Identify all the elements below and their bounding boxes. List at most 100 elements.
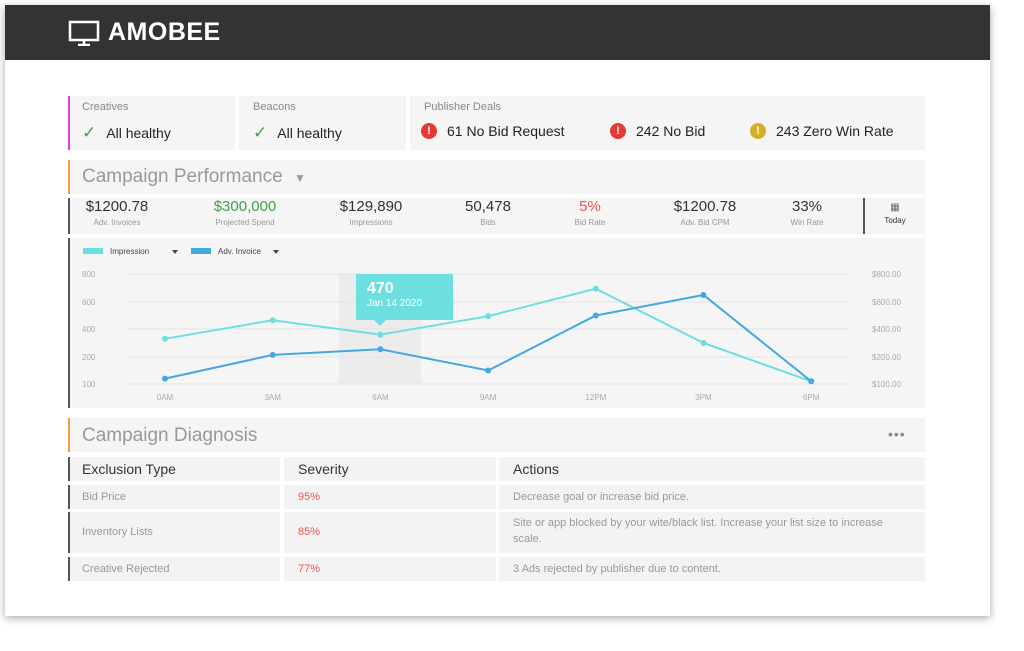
table-row xyxy=(499,557,925,581)
table-row xyxy=(284,557,496,581)
x-tick: 12PM xyxy=(585,393,606,402)
x-tick: 3AM xyxy=(264,393,281,402)
y-tick-left: 600 xyxy=(82,298,96,307)
creatives-value: All healthy xyxy=(106,125,171,141)
alert-icon: ! xyxy=(421,123,437,139)
chart-tooltip: 470 Jan 14 2020 xyxy=(356,274,453,326)
alert-no-bid-request[interactable]: ! 61 No Bid Request xyxy=(421,123,565,139)
kpi-bids: 50,478 Bids xyxy=(465,198,511,227)
monitor-icon xyxy=(68,20,100,46)
diagnosis-header xyxy=(68,418,925,452)
data-point xyxy=(377,346,384,353)
table-cell: Decrease goal or increase bid price. xyxy=(513,491,690,503)
check-icon: ✓ xyxy=(253,123,268,142)
table-cell: 3 Ads rejected by publisher due to conte… xyxy=(513,563,721,575)
performance-header xyxy=(68,160,925,194)
chevron-down-icon: ▼ xyxy=(293,171,306,185)
date-range-button[interactable]: ▦ Today xyxy=(863,198,925,234)
calendar-icon: ▦ xyxy=(890,202,900,213)
alert-text: 243 Zero Win Rate xyxy=(776,123,894,139)
column-header[interactable] xyxy=(499,457,925,481)
data-point xyxy=(700,292,707,298)
y-tick-right: $800.00 xyxy=(872,270,901,279)
column-header[interactable] xyxy=(284,457,496,481)
data-point xyxy=(269,317,276,324)
y-tick-left: 100 xyxy=(82,380,96,389)
legend-label: Adv. Invoice xyxy=(218,247,262,256)
check-icon: ✓ xyxy=(82,123,97,142)
table-row xyxy=(499,512,925,553)
warning-icon: ! xyxy=(750,123,766,139)
data-point xyxy=(700,340,707,346)
beacons-value: All healthy xyxy=(277,125,342,141)
data-point xyxy=(485,367,492,374)
column-header-label: Exclusion Type xyxy=(82,461,176,477)
y-tick-right: $200.00 xyxy=(872,353,901,362)
brand-name: AMOBEE xyxy=(108,18,221,46)
table-cell: 95% xyxy=(298,491,321,503)
x-tick: 3PM xyxy=(695,393,712,402)
kpi-projected-spend: $300,000 Projected Spend xyxy=(213,198,277,227)
alert-no-bid[interactable]: ! 242 No Bid xyxy=(610,123,705,139)
performance-title[interactable]: Campaign Performance ▼ xyxy=(82,166,306,187)
publisher-deals-status xyxy=(410,96,925,150)
publisher-deals-label: Publisher Deals xyxy=(424,101,502,113)
diagnosis-title: Campaign Diagnosis xyxy=(82,425,258,446)
column-header-label: Severity xyxy=(298,461,349,477)
table-row xyxy=(68,512,280,553)
kpi-bar xyxy=(68,198,864,234)
data-point xyxy=(162,375,168,382)
y-tick-right: $100.00 xyxy=(872,380,901,389)
legend-swatch xyxy=(83,248,103,254)
x-tick: 6AM xyxy=(372,393,389,402)
creatives-status[interactable] xyxy=(68,96,235,150)
table-row xyxy=(284,512,496,553)
legend-swatch xyxy=(191,248,211,254)
creatives-label: Creatives xyxy=(82,101,129,113)
table-cell: 77% xyxy=(298,563,321,575)
table-row xyxy=(68,485,280,509)
table-cell: Inventory Lists xyxy=(82,526,153,538)
data-point xyxy=(485,313,492,320)
date-label: Today xyxy=(884,216,906,225)
x-tick: 6PM xyxy=(803,393,820,402)
tooltip-date: Jan 14 2020 xyxy=(367,298,423,309)
beacons-status[interactable] xyxy=(239,96,406,150)
y-tick-right: $600.00 xyxy=(872,298,901,307)
data-point xyxy=(269,351,276,358)
alert-text: 61 No Bid Request xyxy=(447,123,565,139)
table-cell: 85% xyxy=(298,526,321,538)
x-tick: 0AM xyxy=(157,393,174,402)
y-tick-right: $400.00 xyxy=(872,325,901,334)
table-cell: Creative Rejected xyxy=(82,563,170,575)
kpi-adv-bid-cpm: $1200.78 Adv. Bid CPM xyxy=(673,198,737,227)
line-chart: 800 $800.00 600 $600.00 400 $400.00 200 $200.00… xyxy=(82,247,901,402)
tooltip-arrow xyxy=(374,320,386,326)
data-point xyxy=(162,335,168,342)
data-point xyxy=(592,312,599,319)
y-tick-left: 800 xyxy=(82,270,96,279)
kpi-win-rate: 33% Win Rate xyxy=(790,198,824,227)
x-tick: 9AM xyxy=(480,393,497,402)
data-point xyxy=(377,331,384,338)
legend-dropdown-icon xyxy=(273,250,279,254)
y-tick-left: 200 xyxy=(82,353,96,362)
more-options-icon[interactable]: ••• xyxy=(888,426,906,442)
data-point xyxy=(592,285,599,292)
table-row xyxy=(284,485,496,509)
column-header-label: Actions xyxy=(513,461,559,477)
kpi-impressions: $129,890 Impressions xyxy=(339,198,403,227)
table-cell: Site or app blocked by your wite/black l… xyxy=(513,517,883,545)
kpi-bid-rate: 5% Bid Rate xyxy=(574,198,606,227)
column-header[interactable] xyxy=(68,457,280,481)
legend-dropdown-icon xyxy=(172,250,178,254)
table-row xyxy=(499,485,925,509)
alert-zero-win-rate[interactable]: ! 243 Zero Win Rate xyxy=(750,123,894,139)
table-row xyxy=(68,557,280,581)
y-tick-left: 400 xyxy=(82,325,96,334)
tooltip-value: 470 xyxy=(367,280,394,297)
alert-icon: ! xyxy=(610,123,626,139)
chart-panel xyxy=(68,238,925,408)
brand-logo[interactable]: AMOBEE xyxy=(68,18,221,47)
alert-text: 242 No Bid xyxy=(636,123,706,139)
